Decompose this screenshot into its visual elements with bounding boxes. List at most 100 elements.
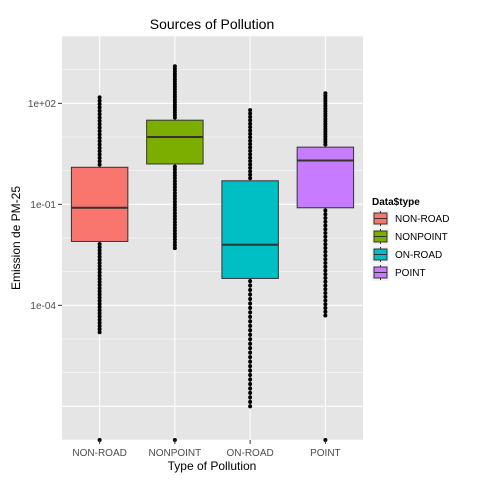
outlier-point bbox=[323, 212, 328, 217]
outlier-point bbox=[248, 128, 253, 133]
outlier-point bbox=[97, 118, 102, 123]
box-iqr bbox=[146, 119, 204, 165]
outlier-point bbox=[97, 257, 102, 262]
outlier-point bbox=[97, 115, 102, 120]
outlier-point bbox=[323, 245, 328, 250]
outlier-point bbox=[248, 328, 253, 333]
outlier-point bbox=[172, 185, 177, 190]
outlier-point bbox=[248, 323, 253, 328]
outlier-point bbox=[323, 305, 328, 310]
outlier-point bbox=[172, 202, 177, 207]
outlier-point bbox=[323, 215, 328, 220]
outlier-point bbox=[97, 289, 102, 294]
outlier-point bbox=[172, 187, 177, 192]
outlier-point bbox=[323, 309, 328, 314]
outlier-point bbox=[248, 176, 253, 181]
x-tick-label: NONPOINT bbox=[148, 448, 201, 459]
outlier-point bbox=[248, 145, 253, 150]
outlier-point bbox=[97, 159, 102, 164]
box-iqr bbox=[221, 180, 279, 279]
outlier-point bbox=[97, 311, 102, 316]
outlier-point bbox=[172, 115, 177, 120]
outlier-point bbox=[248, 121, 253, 126]
legend-key-non-road bbox=[372, 210, 389, 227]
outlier-point bbox=[172, 237, 177, 242]
box-iqr bbox=[296, 146, 355, 209]
outlier-point bbox=[323, 279, 328, 284]
outlier-point bbox=[248, 125, 253, 130]
box-non-road bbox=[70, 95, 129, 442]
outlier-point bbox=[97, 251, 102, 256]
outlier-point bbox=[97, 105, 102, 110]
outlier-point bbox=[323, 287, 328, 292]
outlier-point bbox=[172, 167, 177, 172]
outlier-point bbox=[97, 301, 102, 306]
outlier-point bbox=[323, 142, 328, 147]
outlier-point bbox=[248, 172, 253, 177]
outlier-point bbox=[248, 359, 253, 364]
outlier-point bbox=[323, 257, 328, 262]
outlier-point bbox=[248, 159, 253, 164]
outlier-point bbox=[172, 205, 177, 210]
chart-title: Sources of Pollution bbox=[150, 16, 275, 32]
outlier-point bbox=[97, 242, 102, 247]
outlier-point bbox=[97, 108, 102, 113]
outlier-point bbox=[97, 270, 102, 275]
outlier-point bbox=[323, 313, 328, 318]
outlier-point bbox=[323, 302, 328, 307]
outlier-point bbox=[97, 162, 102, 167]
outlier-point bbox=[323, 290, 328, 295]
outlier-point bbox=[172, 219, 177, 224]
outlier-point bbox=[248, 114, 253, 119]
legend-label: POINT bbox=[395, 268, 426, 279]
outlier-point bbox=[97, 149, 102, 154]
outlier-point bbox=[248, 283, 253, 288]
outlier-point bbox=[172, 214, 177, 219]
outlier-point bbox=[248, 288, 253, 293]
outlier-point bbox=[97, 102, 102, 107]
outlier-point bbox=[97, 308, 102, 313]
legend-label: NON-ROAD bbox=[395, 214, 449, 225]
outlier-point bbox=[248, 368, 253, 373]
outlier-point bbox=[172, 217, 177, 222]
outlier-point bbox=[248, 381, 253, 386]
outlier-point bbox=[248, 399, 253, 404]
outlier-point bbox=[97, 248, 102, 253]
box-iqr bbox=[70, 166, 129, 242]
outlier-point bbox=[248, 169, 253, 174]
outlier-point bbox=[248, 337, 253, 342]
outlier-point bbox=[323, 230, 328, 235]
outlier-point bbox=[248, 364, 253, 369]
outlier-point bbox=[248, 332, 253, 337]
legend: Data$type NON-ROAD NONPOINT ON-ROAD POINT bbox=[372, 197, 449, 281]
outlier-point bbox=[172, 228, 177, 233]
outlier-point bbox=[323, 260, 328, 265]
outlier-point bbox=[97, 317, 102, 322]
y-tick-label: 1e+02 bbox=[28, 99, 57, 110]
outlier-point bbox=[172, 243, 177, 248]
x-tick-label: NON-ROAD bbox=[72, 448, 126, 459]
outlier-point bbox=[97, 314, 102, 319]
outlier-point bbox=[97, 286, 102, 291]
outlier-point bbox=[97, 330, 102, 335]
outlier-point bbox=[97, 261, 102, 266]
outlier-point bbox=[323, 283, 328, 288]
outlier-point bbox=[172, 246, 177, 251]
outlier-point bbox=[97, 132, 102, 137]
outlier-point bbox=[172, 199, 177, 204]
outlier-point bbox=[172, 173, 177, 178]
outlier-point bbox=[97, 129, 102, 134]
outlier-point bbox=[248, 131, 253, 136]
outlier-point bbox=[97, 125, 102, 130]
outlier-point bbox=[172, 222, 177, 227]
outlier-point bbox=[97, 139, 102, 144]
legend-label: ON-ROAD bbox=[395, 250, 442, 261]
outlier-point bbox=[97, 145, 102, 150]
outlier-point bbox=[172, 179, 177, 184]
outlier-point bbox=[97, 320, 102, 325]
outlier-point bbox=[97, 327, 102, 332]
outlier-point bbox=[248, 135, 253, 140]
outlier-point bbox=[97, 295, 102, 300]
outlier-point bbox=[172, 176, 177, 181]
